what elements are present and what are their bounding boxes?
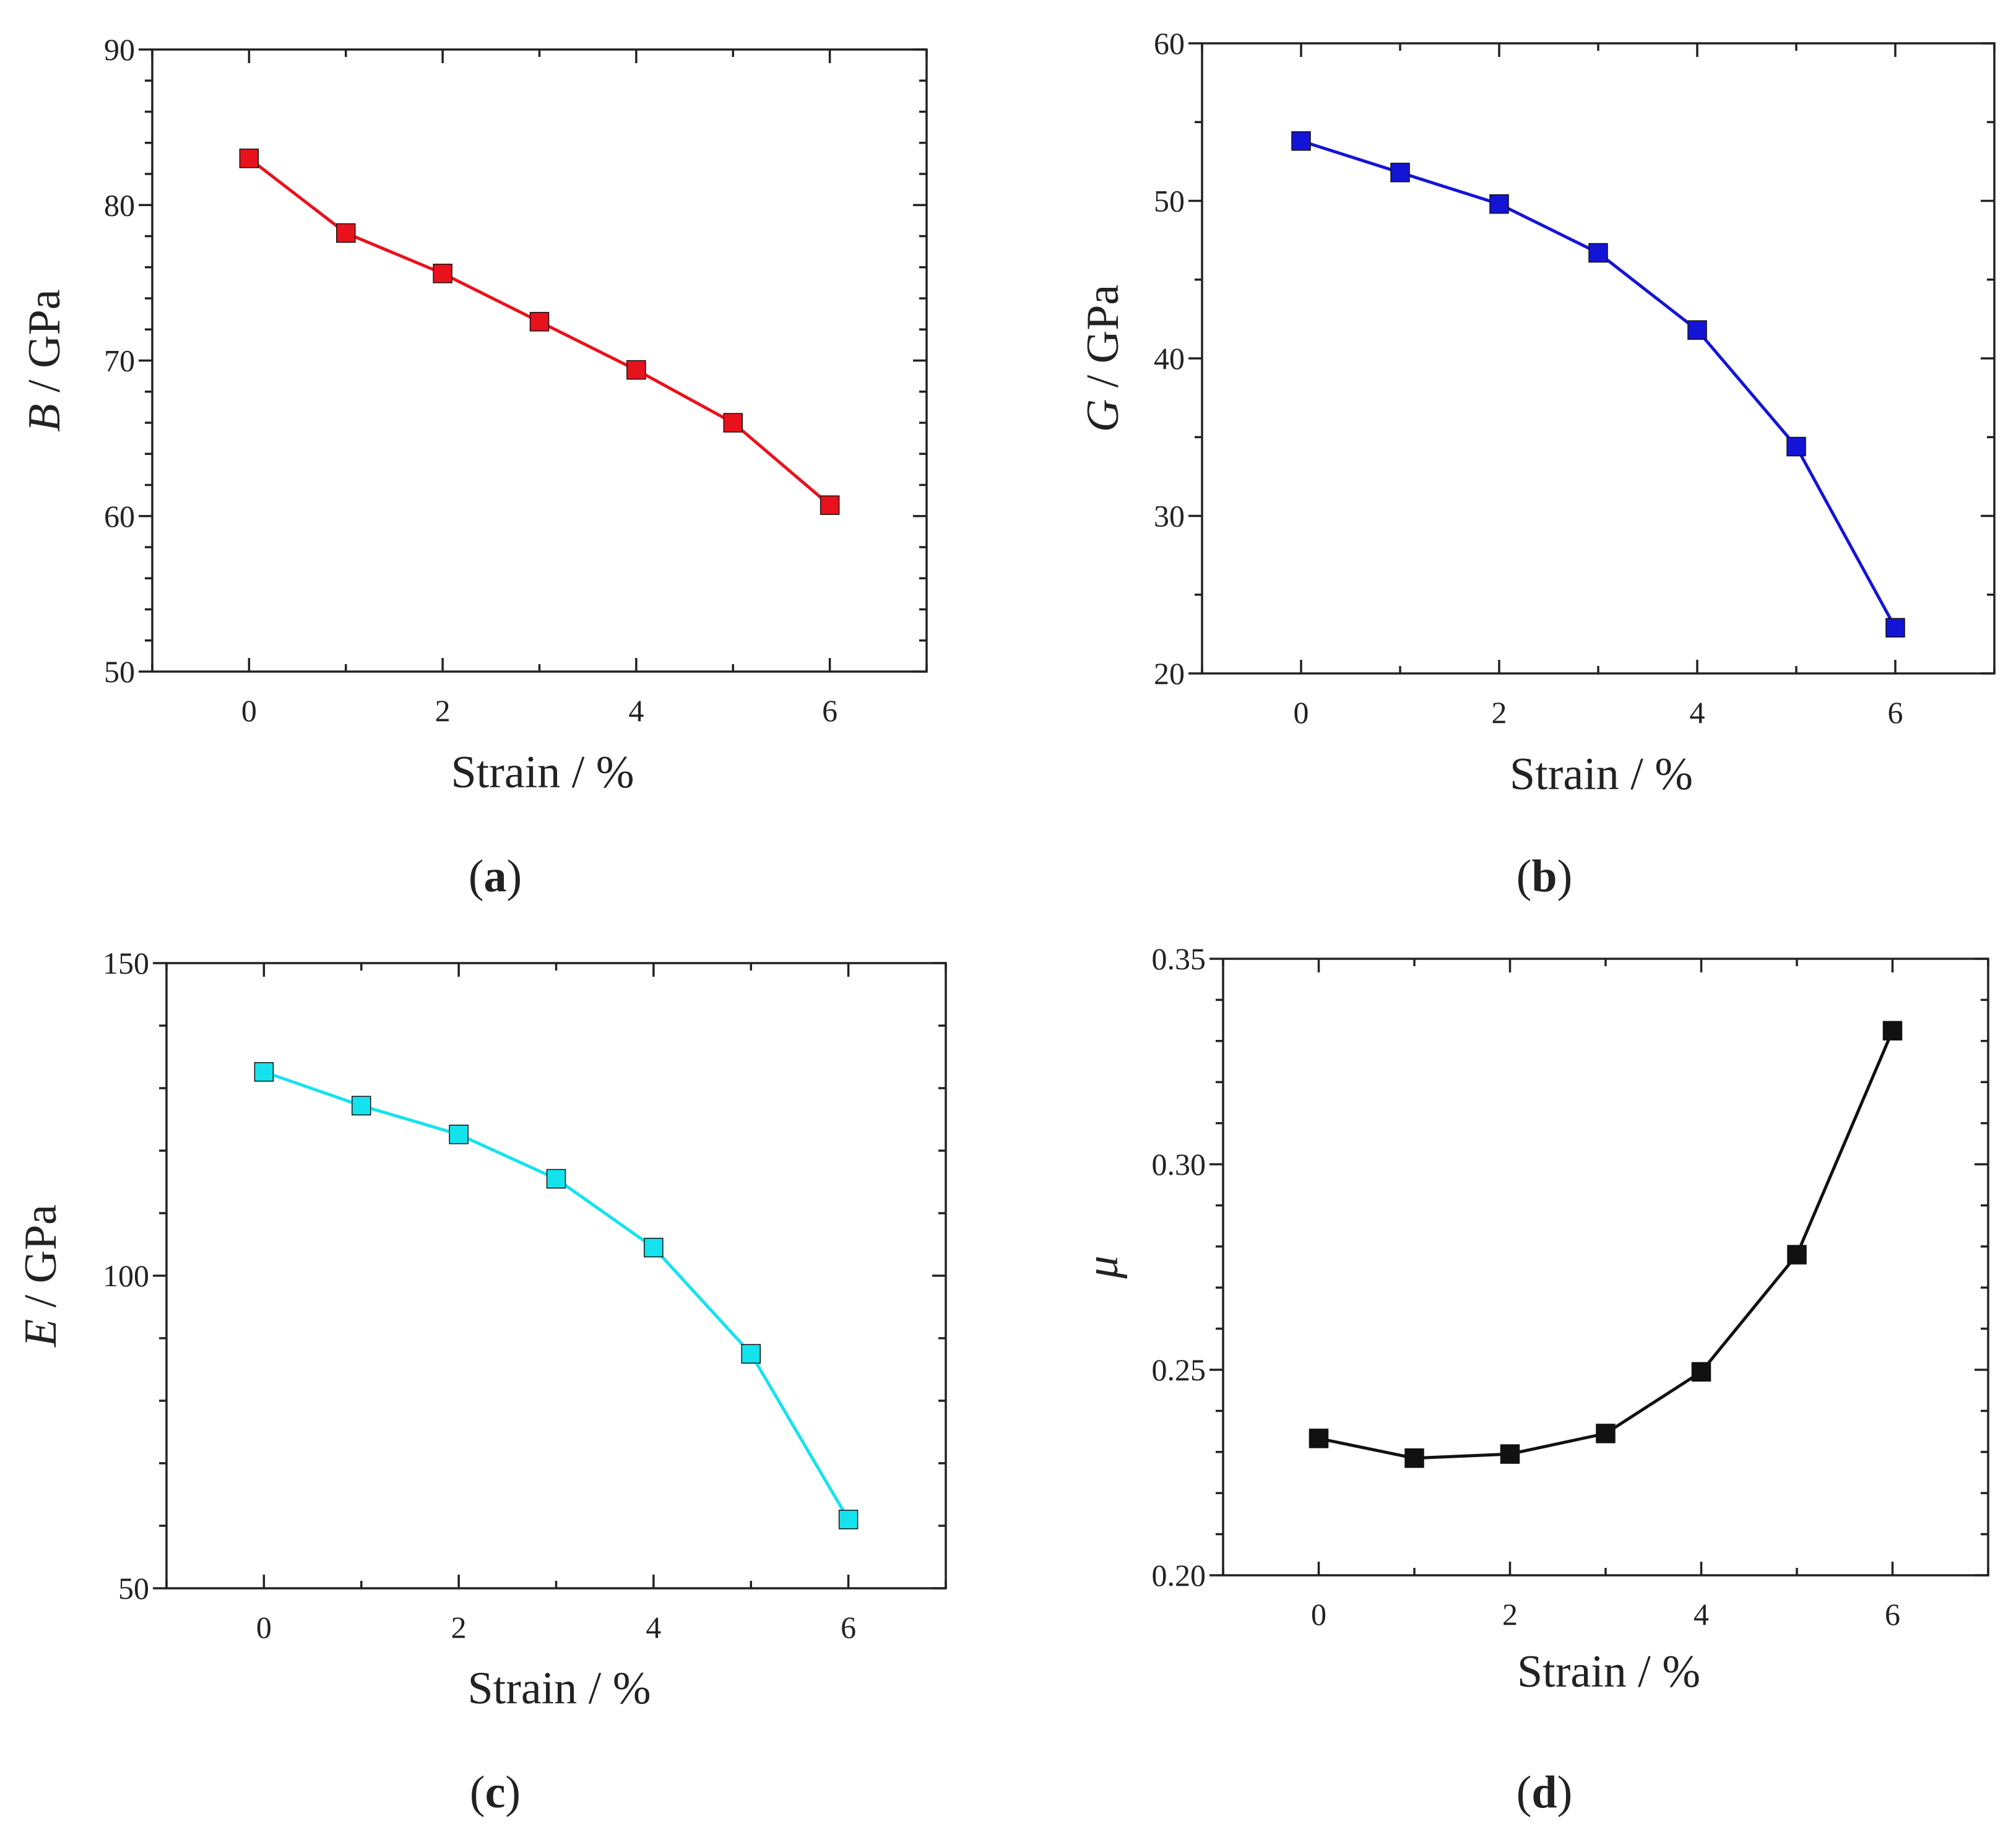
- y-tick-label: 150: [103, 946, 149, 980]
- panel-label: (c): [470, 1767, 521, 1818]
- panel-label-letter: b: [1531, 851, 1557, 902]
- data-point: [1885, 618, 1905, 638]
- data-point: [1404, 1448, 1424, 1468]
- y-tick-label: 20: [1154, 656, 1185, 691]
- data-point: [838, 1510, 859, 1529]
- y-tick-label: 0.25: [1152, 1352, 1206, 1387]
- series-line-B: [248, 157, 831, 507]
- x-axis-title: Strain / %: [468, 1663, 651, 1714]
- series-line-G: [1300, 139, 1897, 629]
- panel-label-letter: d: [1531, 1767, 1557, 1818]
- y-tick-label: 30: [1154, 499, 1185, 534]
- series-line-μ: [1318, 1030, 1894, 1460]
- data-point: [626, 360, 646, 380]
- x-tick-label: 6: [841, 1610, 856, 1645]
- x-tick-label: 2: [451, 1610, 467, 1645]
- data-point: [1691, 1362, 1711, 1382]
- y-tick-label: 50: [118, 1571, 149, 1606]
- y-axis-symbol: E: [15, 1319, 66, 1347]
- data-point: [644, 1237, 664, 1258]
- panel-label: (a): [469, 851, 522, 902]
- data-point: [1787, 1245, 1807, 1265]
- data-point: [1588, 243, 1608, 263]
- x-tick-label: 0: [1311, 1597, 1326, 1632]
- x-tick-label: 6: [822, 693, 837, 728]
- x-tick-label: 0: [256, 1610, 272, 1645]
- x-axis-title: Strain / %: [451, 747, 634, 798]
- y-axis-unit: / GPa: [19, 289, 70, 404]
- data-point: [433, 264, 452, 283]
- y-tick-label: 0.20: [1152, 1558, 1206, 1593]
- y-tick-label: 70: [104, 344, 135, 378]
- data-point: [1309, 1429, 1329, 1448]
- chart-panel-b: 0 2 4 6 20 30 40 50 60 Strain / % G / GPa (b): [1078, 26, 1996, 902]
- data-point: [1291, 131, 1311, 151]
- y-axis-symbol: μ: [1077, 1255, 1128, 1279]
- data-point: [820, 495, 840, 515]
- data-point: [352, 1096, 371, 1116]
- y-tick-label: 40: [1154, 341, 1185, 376]
- chart-panel-d: 0 2 4 6 0.20 0.25 0.30 0.35 Strain / % μ (d): [1077, 941, 1989, 1818]
- chart-panel-a: 0 2 4 6 50 60 70 80 90 Strain / % B / GPa (a): [19, 32, 928, 902]
- y-tick-label: 80: [104, 188, 135, 222]
- y-tick-label: 90: [104, 32, 135, 67]
- y-axis-symbol: B: [19, 404, 70, 431]
- data-point: [1489, 194, 1509, 214]
- x-tick-label: 2: [1492, 695, 1507, 730]
- plot-frame: [1201, 42, 1996, 675]
- x-tick-label: 2: [1502, 1597, 1518, 1632]
- plot-frame: [1222, 958, 1989, 1577]
- y-tick-label: 60: [1154, 26, 1185, 61]
- x-axis-title: Strain / %: [1517, 1646, 1700, 1697]
- data-point: [1390, 162, 1410, 183]
- panel-label: (b): [1516, 851, 1572, 902]
- y-tick-label: 60: [104, 499, 135, 534]
- panel-label: (d): [1516, 1767, 1572, 1818]
- data-point: [254, 1062, 274, 1082]
- x-tick-label: 0: [1294, 695, 1309, 730]
- y-axis-title: μ: [1077, 1255, 1128, 1279]
- y-tick-label: 100: [103, 1258, 149, 1293]
- x-tick-label: 4: [1694, 1597, 1709, 1632]
- y-tick-label: 0.30: [1152, 1147, 1206, 1182]
- plot-frame: [165, 962, 947, 1590]
- chart-panel-c: 0 2 4 6 50 100 150 Strain / % E / GPa (c): [15, 946, 947, 1818]
- y-tick-label: 50: [104, 654, 135, 689]
- y-axis-title: G / GPa: [1078, 285, 1128, 432]
- data-point: [741, 1344, 761, 1364]
- data-point: [723, 413, 743, 433]
- y-axis-title: E / GPa: [15, 1205, 66, 1347]
- panel-label-letter: c: [485, 1767, 506, 1818]
- data-point: [1500, 1444, 1520, 1464]
- data-point: [529, 311, 550, 332]
- x-tick-label: 2: [435, 693, 451, 728]
- y-axis-unit: / GPa: [15, 1205, 66, 1319]
- series-line-E: [263, 1070, 850, 1521]
- panel-label-letter: a: [484, 851, 507, 902]
- data-point: [449, 1124, 469, 1144]
- y-axis-title: B / GPa: [19, 289, 70, 431]
- y-axis-unit: / GPa: [1078, 285, 1128, 399]
- plot-frame: [151, 48, 928, 673]
- x-tick-label: 6: [1885, 1597, 1900, 1632]
- data-point: [1882, 1021, 1903, 1040]
- y-tick-label: 50: [1154, 184, 1185, 218]
- data-point: [1687, 320, 1707, 340]
- y-axis-symbol: G: [1078, 399, 1128, 432]
- x-tick-label: 4: [646, 1610, 661, 1645]
- data-point: [546, 1169, 566, 1189]
- x-tick-label: 0: [241, 693, 257, 728]
- x-tick-label: 4: [628, 693, 644, 728]
- x-tick-label: 6: [1888, 695, 1903, 730]
- x-tick-label: 4: [1690, 695, 1705, 730]
- y-tick-label: 0.35: [1152, 941, 1206, 976]
- data-point: [1786, 436, 1806, 457]
- data-point: [239, 149, 259, 168]
- x-axis-title: Strain / %: [1510, 749, 1693, 800]
- data-point: [1596, 1424, 1616, 1443]
- data-point: [336, 223, 356, 243]
